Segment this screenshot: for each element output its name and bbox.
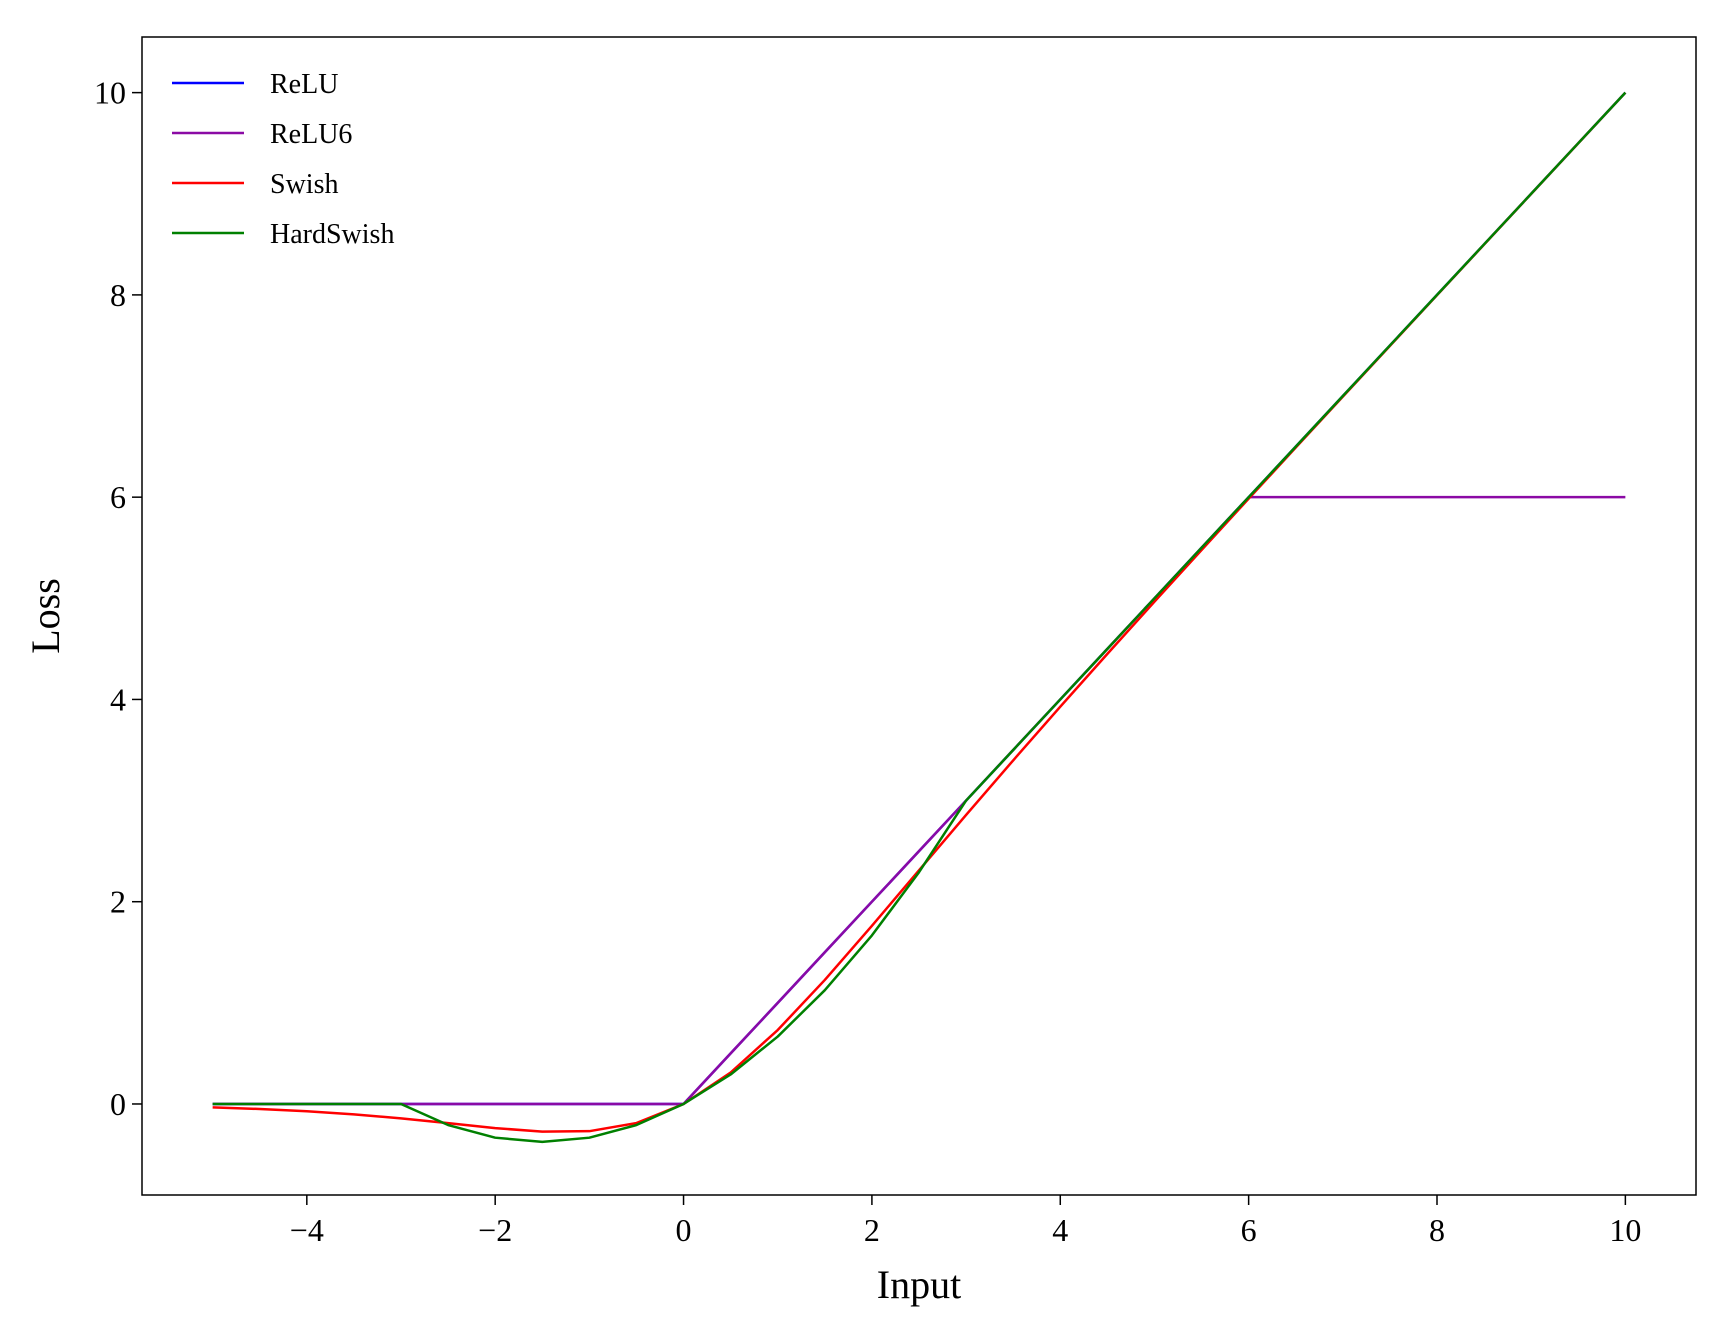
y-tick-label: 2 (110, 884, 126, 920)
legend-label: Swish (270, 169, 338, 200)
y-tick-label: 8 (110, 277, 126, 313)
plot-frame (141, 36, 1697, 1196)
legend-label: HardSwish (270, 219, 394, 250)
series-line (212, 91, 1627, 1133)
x-tick-label: 2 (864, 1212, 880, 1248)
legend-label: ReLU6 (270, 119, 352, 150)
series-line (212, 495, 1626, 1106)
series-line (212, 91, 1627, 1144)
x-tick-label: 0 (676, 1212, 692, 1248)
x-tick-label: 10 (1609, 1212, 1641, 1248)
y-tick-label: 0 (110, 1086, 126, 1122)
y-axis-label: Loss (23, 578, 68, 654)
y-tick-label: 10 (94, 75, 126, 111)
x-tick-label: −2 (478, 1212, 512, 1248)
y-tick-label: 4 (110, 681, 126, 717)
y-tick-label: 6 (110, 479, 126, 515)
x-tick-label: 6 (1241, 1212, 1257, 1248)
x-tick-label: 8 (1429, 1212, 1445, 1248)
x-tick-label: 4 (1052, 1212, 1068, 1248)
x-tick-label: −4 (290, 1212, 324, 1248)
x-axis-label: Input (877, 1262, 961, 1307)
legend-label: ReLU (270, 69, 338, 100)
series-line (212, 91, 1627, 1106)
